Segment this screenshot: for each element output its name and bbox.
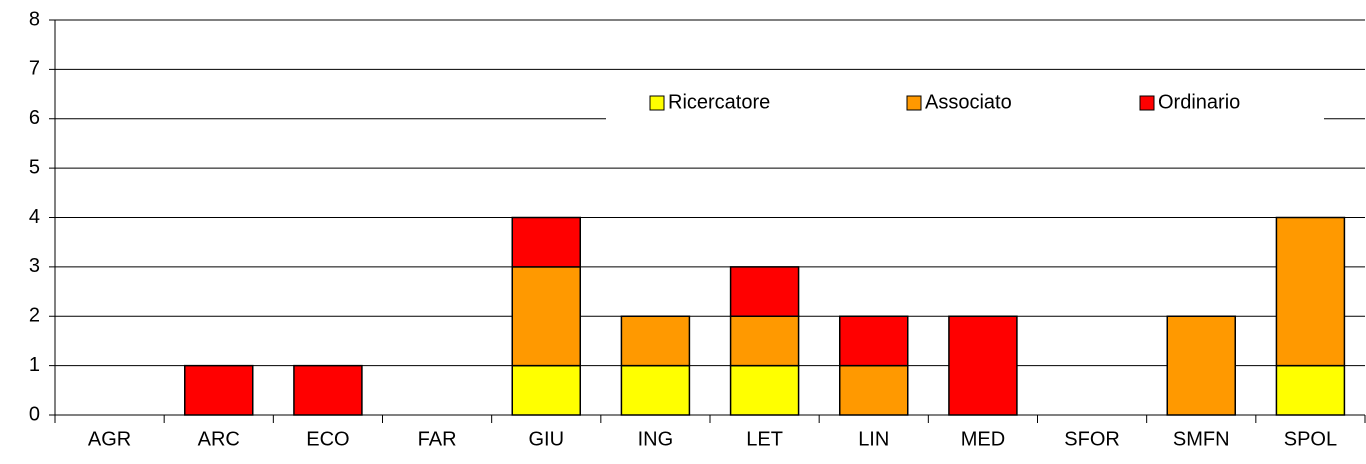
- bar-segment: [511, 364, 581, 416]
- x-tick-label: SPOL: [1284, 428, 1337, 450]
- bar-segment: [948, 315, 1018, 416]
- bar-segment: [1166, 315, 1236, 416]
- bar-segment: [511, 266, 581, 367]
- y-tick-label: 2: [29, 305, 40, 327]
- legend-label: Ordinario: [1158, 91, 1240, 113]
- y-tick-label: 7: [29, 58, 40, 80]
- x-tick-label: ARC: [198, 428, 240, 450]
- legend-background: [606, 82, 1324, 124]
- bar-segment: [729, 315, 800, 367]
- x-tick-label: ECO: [306, 428, 349, 450]
- bar-segment: [839, 315, 909, 367]
- y-tick-label: 5: [29, 156, 40, 178]
- bar-segment: [729, 266, 800, 317]
- y-tick-label: 0: [29, 403, 40, 425]
- bar-segment: [839, 364, 909, 416]
- legend-label: Ricercatore: [668, 91, 770, 113]
- bar-segment: [620, 315, 691, 367]
- bar-segment: [293, 364, 363, 416]
- x-tick-label: SMFN: [1173, 428, 1230, 450]
- x-tick-label: LIN: [858, 428, 889, 450]
- y-tick-label: 8: [29, 8, 40, 30]
- y-tick-label: 6: [29, 107, 40, 129]
- legend-swatch: [906, 95, 922, 111]
- bar-segment: [184, 364, 254, 416]
- x-tick-label: AGR: [88, 428, 131, 450]
- bar-segment: [729, 364, 800, 416]
- legend-label: Associato: [925, 91, 1012, 113]
- bar-segment: [511, 216, 581, 268]
- x-tick-label: MED: [961, 428, 1005, 450]
- legend-swatch: [649, 95, 665, 111]
- x-tick-label: FAR: [418, 428, 457, 450]
- y-tick-label: 3: [29, 255, 40, 277]
- y-tick-label: 4: [29, 206, 40, 228]
- y-tick-label: 1: [29, 354, 40, 376]
- x-tick-label: SFOR: [1064, 428, 1120, 450]
- legend-swatch: [1139, 95, 1155, 111]
- x-tick-label: GIU: [528, 428, 564, 450]
- bar-segment: [620, 364, 691, 416]
- bar-segment: [1275, 216, 1346, 367]
- x-tick-label: ING: [638, 428, 674, 450]
- x-tick-label: LET: [746, 428, 783, 450]
- bar-segment: [1275, 364, 1346, 416]
